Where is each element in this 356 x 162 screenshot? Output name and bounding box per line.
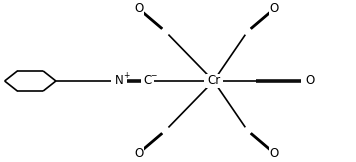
Text: −: − [151, 71, 157, 81]
Text: O: O [305, 75, 314, 87]
Text: O: O [134, 2, 143, 15]
Text: O: O [269, 2, 279, 15]
Text: Cr: Cr [207, 75, 220, 87]
Text: O: O [134, 147, 143, 160]
Text: O: O [269, 147, 279, 160]
Text: +: + [123, 71, 130, 81]
Text: N: N [115, 75, 124, 87]
Text: C: C [143, 75, 152, 87]
